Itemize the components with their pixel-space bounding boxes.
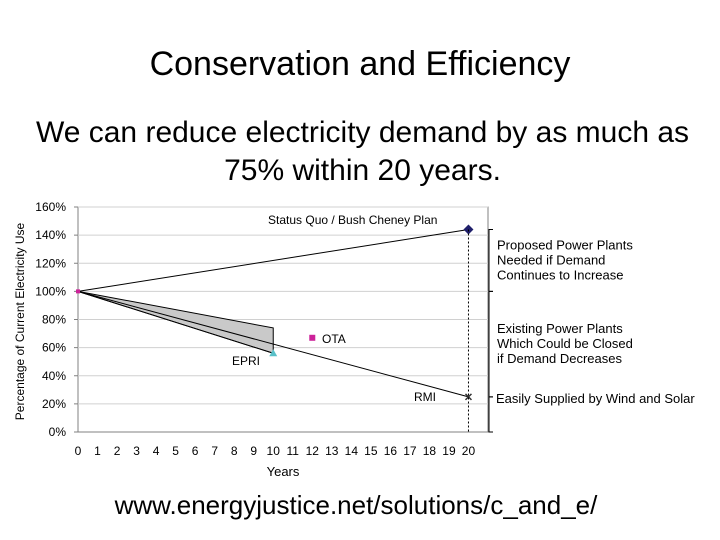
series-line — [77, 229, 469, 292]
y-axis-title: Percentage of Current Electricity Use — [13, 222, 27, 420]
bracket — [488, 229, 493, 292]
bracket-label: Easily Supplied by Wind and Solar — [496, 391, 695, 406]
x-tick-label: 18 — [423, 444, 437, 458]
slide-title: Conservation and Efficiency — [149, 45, 571, 83]
series-label: Status Quo / Bush Cheney Plan — [268, 213, 437, 227]
y-tick-label: 60% — [42, 341, 66, 355]
y-tick-label: 0% — [49, 425, 67, 439]
x-tick-label: 8 — [231, 444, 238, 458]
y-tick-label: 80% — [42, 313, 66, 327]
x-tick-label: 19 — [442, 444, 456, 458]
series-marker-ota — [309, 334, 316, 341]
bracket — [488, 396, 493, 433]
x-tick-label: 3 — [133, 444, 140, 458]
bracket-label: Proposed Power Plants — [497, 237, 633, 252]
series-line — [77, 290, 274, 354]
x-tick-label: 11 — [287, 444, 300, 458]
x-tick-label: 16 — [384, 444, 398, 458]
bracket-label: Continues to Increase — [497, 267, 623, 282]
x-tick-label: 7 — [211, 444, 218, 458]
x-tick-label: 5 — [172, 444, 179, 458]
x-tick-label: 15 — [364, 444, 378, 458]
start-point-marker — [76, 289, 80, 294]
y-tick-label: 20% — [42, 397, 66, 411]
x-tick-label: 13 — [325, 444, 339, 458]
slide-subtitle: We can reduce electricity demand by as m… — [35, 116, 690, 187]
bracket-label: Which Could be Closed — [497, 336, 633, 351]
y-tick-label: 100% — [35, 284, 66, 298]
series-marker-triangle — [269, 349, 278, 357]
x-tick-label: 9 — [250, 444, 257, 458]
x-tick-label: 0 — [75, 444, 82, 458]
x-tick-label: 1 — [94, 444, 101, 458]
series-label: OTA — [322, 332, 346, 346]
series-marker-x — [464, 393, 473, 401]
x-tick-label: 14 — [345, 444, 359, 458]
x-axis-title: Years — [267, 464, 300, 479]
y-tick-label: 40% — [42, 369, 66, 383]
series-label: RMI — [414, 390, 436, 404]
bracket-label: if Demand Decreases — [497, 351, 622, 366]
x-tick-label: 10 — [267, 444, 281, 458]
y-tick-label: 120% — [35, 256, 66, 270]
x-tick-label: 2 — [114, 444, 121, 458]
series-line — [77, 290, 469, 398]
bracket-label: Needed if Demand — [497, 252, 605, 267]
x-tick-label: 12 — [306, 444, 320, 458]
bracket-label: Existing Power Plants — [497, 321, 623, 336]
bracket — [488, 290, 493, 398]
x-tick-label: 20 — [462, 444, 476, 458]
series-label: EPRI — [232, 354, 260, 368]
x-tick-label: 6 — [192, 444, 199, 458]
x-tick-label: 17 — [403, 444, 417, 458]
y-tick-label: 140% — [35, 228, 66, 242]
source-url-link[interactable]: www.energyjustice.net/solutions/c_and_e/ — [114, 490, 598, 520]
x-tick-label: 4 — [153, 444, 160, 458]
y-tick-label: 160% — [35, 200, 66, 214]
